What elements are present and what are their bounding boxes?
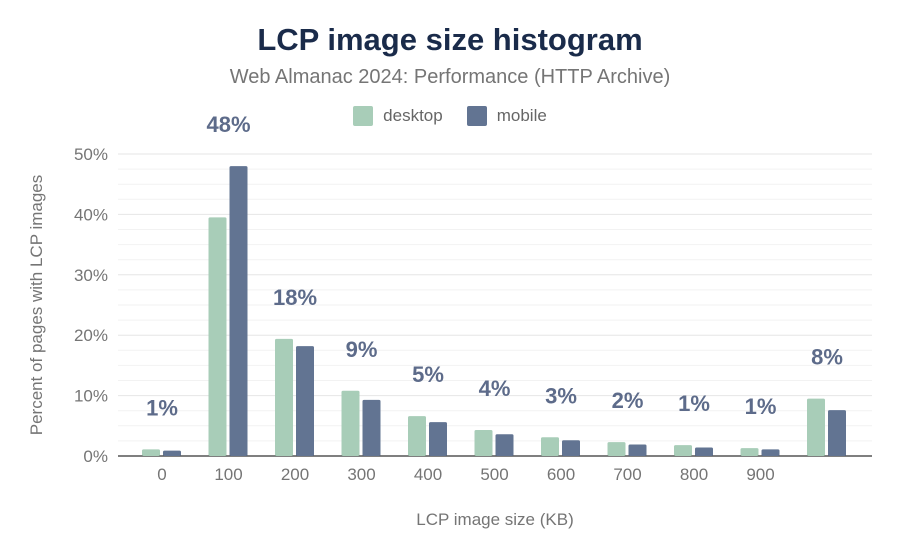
bar-mobile bbox=[761, 449, 780, 456]
y-tick-label: 0% bbox=[83, 447, 108, 466]
bar-mobile bbox=[495, 434, 514, 456]
y-tick-label: 10% bbox=[74, 387, 108, 406]
legend: desktop mobile bbox=[0, 106, 900, 126]
bar-desktop bbox=[408, 416, 426, 456]
data-label: 8% bbox=[811, 345, 843, 370]
bar-desktop bbox=[607, 442, 626, 456]
legend-item-desktop[interactable]: desktop bbox=[353, 106, 443, 126]
x-tick-label: 600 bbox=[547, 465, 575, 484]
bar-desktop bbox=[275, 338, 293, 456]
data-label: 2% bbox=[612, 388, 644, 413]
data-label: 9% bbox=[346, 337, 378, 362]
x-tick-label: 100 bbox=[214, 465, 242, 484]
chart-subtitle: Web Almanac 2024: Performance (HTTP Arch… bbox=[229, 66, 671, 88]
data-label: 3% bbox=[545, 383, 577, 408]
data-label: 1% bbox=[146, 395, 178, 420]
bar-mobile bbox=[828, 410, 846, 456]
legend-label-mobile: mobile bbox=[496, 106, 547, 125]
bar-mobile bbox=[163, 450, 181, 456]
x-tick-label: 500 bbox=[480, 465, 508, 484]
x-tick-label: 800 bbox=[680, 465, 708, 484]
bar-desktop bbox=[142, 449, 160, 456]
bar-desktop bbox=[674, 445, 692, 456]
x-tick-label: 400 bbox=[414, 465, 442, 484]
bar-mobile bbox=[695, 447, 713, 456]
bar-desktop bbox=[807, 398, 825, 456]
bar-desktop bbox=[341, 390, 360, 456]
y-tick-label: 40% bbox=[74, 205, 108, 224]
chart-title: LCP image size histogram bbox=[257, 22, 643, 57]
x-tick-label: 900 bbox=[746, 465, 774, 484]
bar-mobile bbox=[429, 422, 447, 456]
y-tick-label: 30% bbox=[74, 266, 108, 285]
legend-item-mobile[interactable]: mobile bbox=[466, 106, 547, 126]
bar-mobile bbox=[628, 444, 647, 456]
x-tick-label: 700 bbox=[613, 465, 641, 484]
bar-mobile bbox=[229, 166, 248, 456]
y-tick-label: 50% bbox=[74, 145, 108, 164]
bar-desktop bbox=[208, 217, 227, 456]
data-label: 18% bbox=[273, 285, 317, 310]
legend-swatch-desktop bbox=[353, 106, 374, 126]
bar-desktop bbox=[541, 437, 559, 456]
x-tick-label: 0 bbox=[157, 465, 166, 484]
bar-mobile bbox=[362, 399, 381, 456]
bar-mobile bbox=[296, 346, 314, 456]
data-label: 4% bbox=[479, 376, 511, 401]
y-axis-title: Percent of pages with LCP images bbox=[27, 175, 46, 436]
bar-desktop bbox=[474, 430, 493, 456]
bar-mobile bbox=[562, 440, 580, 456]
data-label: 1% bbox=[678, 391, 710, 416]
legend-swatch-mobile bbox=[466, 106, 487, 126]
x-axis-title: LCP image size (KB) bbox=[416, 510, 573, 529]
y-tick-label: 20% bbox=[74, 326, 108, 345]
data-label: 1% bbox=[745, 394, 777, 419]
bar-desktop bbox=[740, 448, 759, 456]
data-label: 48% bbox=[206, 112, 250, 137]
data-label: 5% bbox=[412, 362, 444, 387]
legend-label-desktop: desktop bbox=[383, 106, 443, 125]
x-tick-label: 300 bbox=[347, 465, 375, 484]
x-tick-label: 200 bbox=[281, 465, 309, 484]
